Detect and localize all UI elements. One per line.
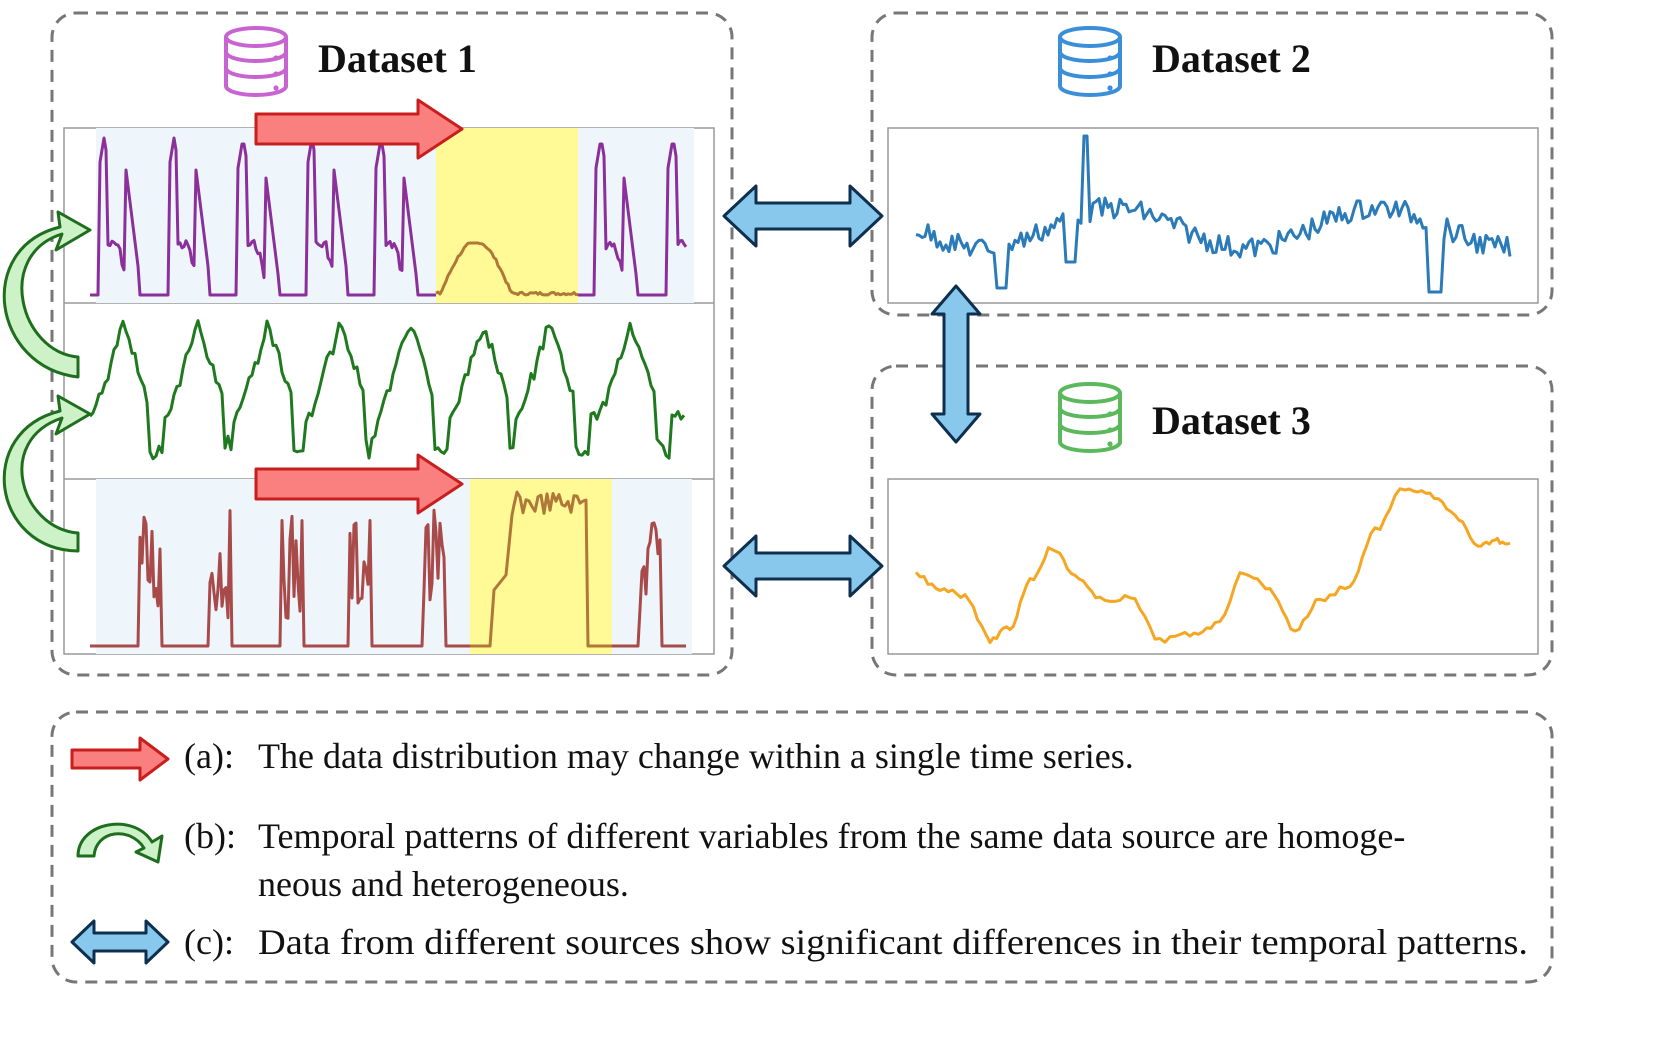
legend-b-line-1: Temporal patterns of different variables… xyxy=(258,816,1405,856)
legend-border xyxy=(50,710,1554,984)
dataset-1-panel: Dataset 1 xyxy=(50,11,734,677)
dataset-2-icon xyxy=(1058,26,1122,97)
brown-series-segment-bottom xyxy=(470,490,612,648)
dataset-2-panel: Dataset 2 xyxy=(870,11,1554,317)
legend-a-label: (a): xyxy=(184,736,234,776)
dataset-3-border xyxy=(870,364,1554,677)
red-shift-arrow-top xyxy=(254,98,464,160)
green-curved-arrow-icon xyxy=(76,822,164,864)
legend-b-line-2: neous and heterogeneous. xyxy=(258,864,629,904)
dataset-1-icon xyxy=(224,26,288,97)
legend-a-text: The data distribution may change within … xyxy=(258,736,1134,776)
shade-region-bottom-right xyxy=(612,479,692,654)
dataset-2-title: Dataset 2 xyxy=(1152,36,1311,81)
red-right-arrow-icon xyxy=(70,736,170,782)
legend-c-label: (c): xyxy=(184,922,234,962)
highlight-region-top xyxy=(436,128,578,303)
dataset-3-icon xyxy=(1058,382,1122,453)
green-series-line xyxy=(88,319,686,461)
legend-b-label: (b): xyxy=(184,816,236,856)
red-series-line xyxy=(90,508,686,648)
blue-double-arrow-icon xyxy=(70,919,170,965)
dataset-3-panel: Dataset 3 xyxy=(870,364,1554,677)
blue-double-arrow-d1-d2 xyxy=(722,184,884,248)
red-shift-arrow-bottom xyxy=(254,453,464,515)
legend-c-text: Data from different sources show signifi… xyxy=(258,922,1528,962)
brown-series-segment-top xyxy=(435,241,579,297)
green-curved-arrow-upper xyxy=(2,210,92,379)
legend-panel: (a): The data distribution may change wi… xyxy=(50,710,1554,984)
blue-series-line xyxy=(915,134,1512,294)
dataset-1-title: Dataset 1 xyxy=(318,36,477,81)
orange-series-line xyxy=(914,487,1511,645)
blue-double-arrow-d1-d3 xyxy=(722,534,884,598)
dataset-3-title: Dataset 3 xyxy=(1152,398,1311,443)
purple-series-line xyxy=(90,136,688,297)
green-curved-arrow-lower xyxy=(2,394,92,553)
blue-double-arrow-d2-d3 xyxy=(930,284,982,444)
